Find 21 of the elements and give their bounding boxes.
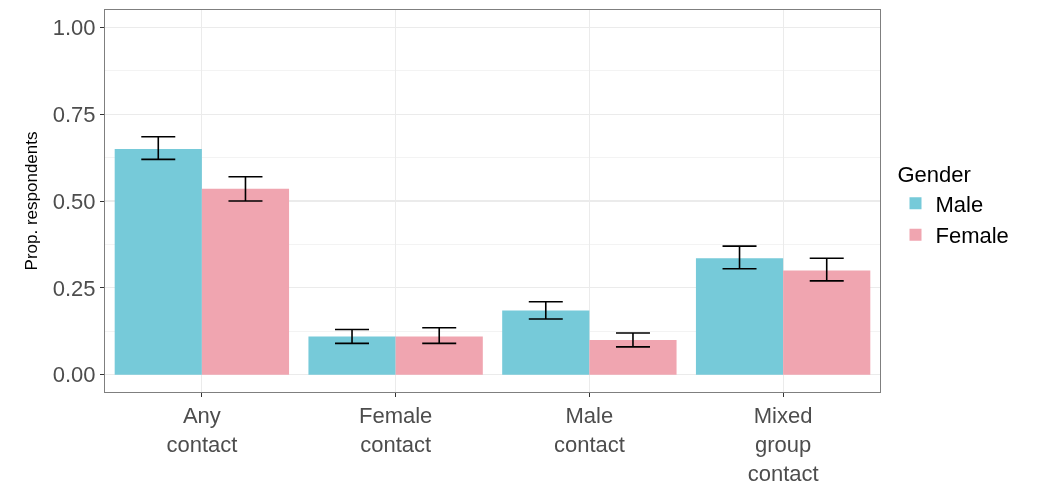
legend-title: Gender: [897, 162, 971, 188]
y-tick-label: 1.00: [52, 15, 96, 41]
x-tick-label: Male contact: [553, 403, 625, 457]
bar: [589, 339, 677, 375]
bar: [395, 336, 483, 375]
bar: [783, 270, 871, 375]
x-tick-label: Any contact: [166, 403, 238, 457]
bar: [308, 336, 396, 375]
x-tick-label: Female contact: [358, 403, 433, 457]
y-tick-label: 0.25: [52, 275, 96, 301]
bar: [114, 148, 202, 375]
legend-label: Male: [935, 191, 984, 217]
y-axis-title: Prop. respondents: [22, 131, 42, 271]
y-tick-label: 0.75: [52, 101, 96, 127]
y-tick-label: 0.00: [52, 362, 96, 388]
legend-label: Female: [935, 223, 1009, 249]
bar: [695, 258, 784, 375]
y-tick-label: 0.50: [52, 188, 96, 214]
x-tick-label: Mixed group contact: [747, 403, 819, 483]
bar: [201, 188, 290, 375]
bar: [502, 310, 590, 375]
